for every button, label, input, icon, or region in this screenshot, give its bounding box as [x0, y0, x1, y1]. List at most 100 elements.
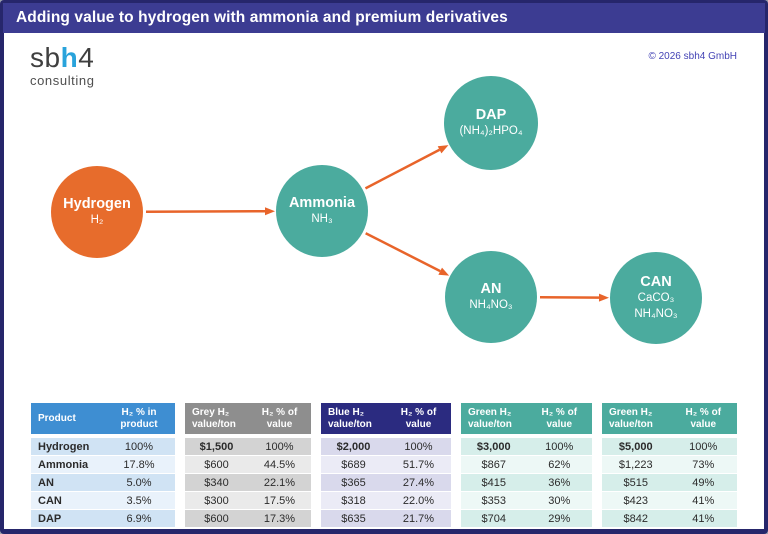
cell-value: 100% [265, 440, 294, 453]
table-header-green-h2-2: Green H₂ value/ton H₂ % of value [602, 403, 737, 434]
cell-value: $5,000 [618, 440, 653, 453]
content-area: sbh4 consulting © 2026 sbh4 GmbH Hydroge… [4, 33, 764, 529]
node-label: Ammonia [288, 194, 356, 211]
table-row: $423 41% [602, 492, 737, 509]
table-row: $515 49% [602, 474, 737, 491]
cell-value: 41% [692, 494, 715, 507]
cell-product: AN [38, 476, 54, 489]
cell-value: $600 [204, 512, 229, 525]
node-ammonia: Ammonia NH₃ [276, 165, 368, 257]
flow-arrow-ammonia-to-an [365, 232, 450, 276]
logo-text-4: 4 [78, 42, 95, 73]
table-row: $1,500 100% [185, 438, 311, 455]
node-label: CAN [640, 273, 672, 290]
cell-value: $340 [204, 476, 229, 489]
column-header: H₂ % of value [261, 406, 298, 430]
cell-value: 5.0% [126, 476, 152, 489]
cell-value: $1,223 [618, 458, 653, 471]
cell-value: 17.8% [123, 458, 155, 471]
node-formula: NH₄NO₃ [634, 308, 678, 321]
node-formula: H₂ [90, 214, 104, 227]
cell-value: 21.7% [402, 512, 435, 525]
column-header: H₂ % of value [541, 406, 578, 430]
node-formula: NH₄NO₃ [469, 299, 513, 312]
cell-value: 36% [548, 476, 571, 489]
node-formula: CaCO₃ [637, 292, 675, 305]
cell-value: $704 [481, 512, 506, 525]
flow-arrow-ammonia-to-dap [364, 145, 449, 190]
table-row: CAN 3.5% [31, 492, 175, 509]
table-header-grey-h2: Grey H₂ value/ton H₂ % of value [185, 403, 311, 434]
cell-value: $423 [623, 494, 648, 507]
flow-arrow-hydrogen-to-ammonia [145, 207, 276, 216]
node-can: CAN CaCO₃ NH₄NO₃ [610, 252, 702, 344]
cell-value: 62% [548, 458, 571, 471]
cell-value: $2,000 [336, 440, 371, 453]
cell-value: 44.5% [263, 458, 296, 471]
cell-value: 17.5% [263, 494, 296, 507]
table-row: $600 44.5% [185, 456, 311, 473]
cell-value: 100% [404, 440, 433, 453]
cell-product: DAP [38, 512, 62, 525]
column-header: H₂ % of value [400, 406, 437, 430]
logo-wordmark: sbh4 [30, 44, 95, 72]
node-label: DAP [475, 106, 507, 123]
table-row: AN 5.0% [31, 474, 175, 491]
cell-value: 22.1% [263, 476, 296, 489]
node-formula: NH₃ [311, 213, 333, 226]
cell-value: $3,000 [476, 440, 511, 453]
table-row: $3,000 100% [461, 438, 592, 455]
table-group-product: Product H₂ % in product Hydrogen 100% Ammoni… [31, 403, 175, 528]
cell-product: Ammonia [38, 458, 89, 471]
column-header: H₂ % of value [685, 406, 722, 430]
table-group-grey-h2: Grey H₂ value/ton H₂ % of value $1,500 100%… [185, 403, 311, 528]
cell-value: 17.3% [263, 512, 296, 525]
cell-value: 100% [689, 440, 718, 453]
logo-text-sb: sb [30, 42, 61, 73]
table-row: $2,000 100% [321, 438, 451, 455]
column-header: Grey H₂ value/ton [192, 406, 236, 430]
title-bar: Adding value to hydrogen with ammonia an… [3, 3, 765, 33]
cell-value: 29% [548, 512, 571, 525]
cell-value: 3.5% [126, 494, 152, 507]
page-title: Adding value to hydrogen with ammonia an… [16, 9, 508, 26]
cell-value: 27.4% [402, 476, 435, 489]
cell-value: $415 [481, 476, 506, 489]
cell-value: $365 [341, 476, 366, 489]
table-group-blue-h2: Blue H₂ value/ton H₂ % of value $2,000 100%… [321, 403, 451, 528]
logo-subtitle: consulting [30, 73, 95, 88]
cell-value: $515 [623, 476, 648, 489]
table-row: $415 36% [461, 474, 592, 491]
cell-value: $635 [341, 512, 366, 525]
node-an: AN NH₄NO₃ [445, 251, 537, 343]
table-row: $1,223 73% [602, 456, 737, 473]
cell-value: 22.0% [402, 494, 435, 507]
table-row: Hydrogen 100% [31, 438, 175, 455]
cell-value: $1,500 [199, 440, 234, 453]
table-row: $635 21.7% [321, 510, 451, 527]
table-header-product: Product H₂ % in product [31, 403, 175, 434]
table-row: $300 17.5% [185, 492, 311, 509]
cell-value: 30% [548, 494, 571, 507]
table-row: $704 29% [461, 510, 592, 527]
cell-value: $600 [204, 458, 229, 471]
table-row: $867 62% [461, 456, 592, 473]
node-hydrogen: Hydrogen H₂ [51, 166, 143, 258]
logo-text-h: h [60, 42, 79, 73]
cell-value: $353 [481, 494, 506, 507]
sbh4-logo: sbh4 consulting [30, 44, 95, 89]
table-row: $600 17.3% [185, 510, 311, 527]
cell-value: $300 [204, 494, 229, 507]
table-row: DAP 6.9% [31, 510, 175, 527]
value-table: Product H₂ % in product Hydrogen 100% Ammoni… [31, 403, 737, 528]
column-header: Green H₂ value/ton [468, 406, 512, 430]
column-header: Product [38, 412, 76, 424]
table-row: $5,000 100% [602, 438, 737, 455]
cell-value: 100% [545, 440, 574, 453]
cell-value: 41% [692, 512, 715, 525]
cell-value: 73% [692, 458, 715, 471]
cell-value: $689 [341, 458, 366, 471]
cell-value: 51.7% [402, 458, 435, 471]
table-row: $365 27.4% [321, 474, 451, 491]
